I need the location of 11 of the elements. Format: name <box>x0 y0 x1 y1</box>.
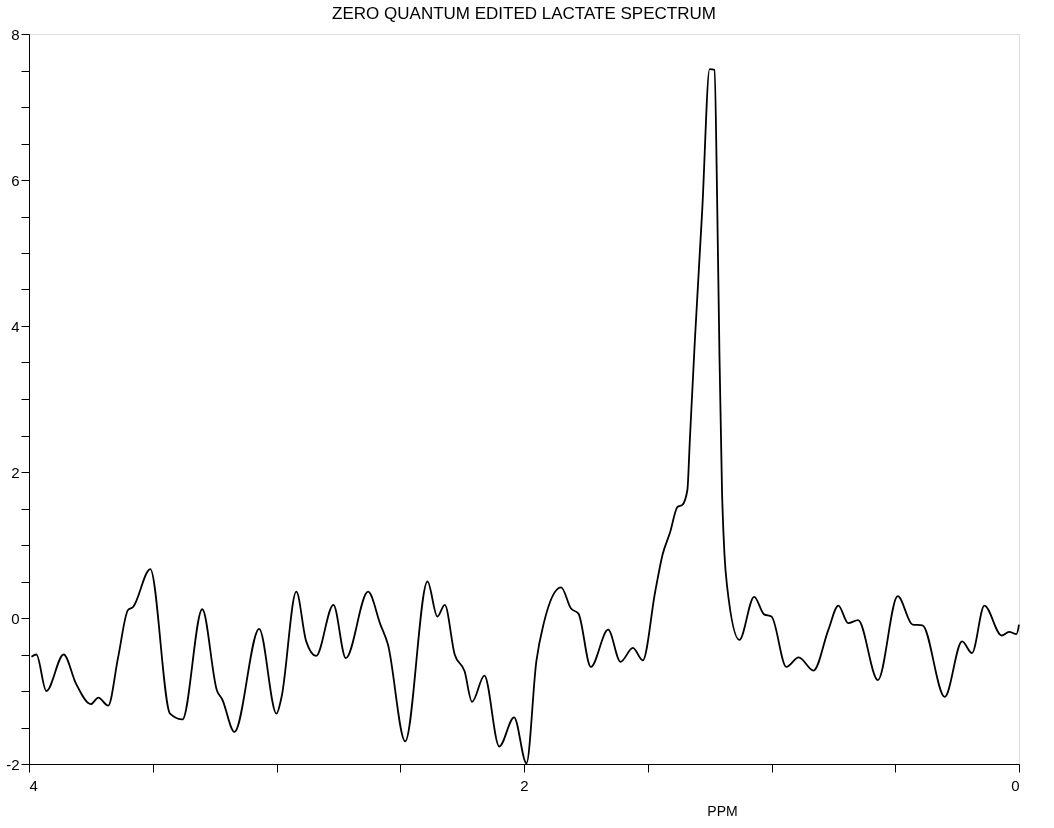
x-tick-label: 0 <box>1011 776 1020 794</box>
x-axis-title: PPM <box>707 802 738 819</box>
y-tick-label: 8 <box>11 25 20 43</box>
x-tick-label: 2 <box>520 776 529 794</box>
y-tick-label: -2 <box>6 755 20 773</box>
y-tick-label: 6 <box>11 171 20 189</box>
x-tick-label: 4 <box>29 776 38 794</box>
y-tick-label: 2 <box>11 463 20 481</box>
y-tick-label: 4 <box>11 317 20 335</box>
y-tick-label: 0 <box>11 609 20 627</box>
chart-title: ZERO QUANTUM EDITED LACTATE SPECTRUM <box>332 4 716 23</box>
